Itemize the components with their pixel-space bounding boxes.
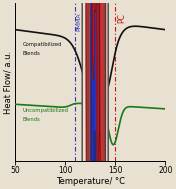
Circle shape — [88, 0, 108, 189]
Polygon shape — [97, 0, 106, 189]
Text: Uncompatibilized: Uncompatibilized — [22, 108, 68, 113]
Text: Blends: Blends — [22, 51, 40, 56]
Circle shape — [82, 0, 104, 189]
Text: Compatibilized: Compatibilized — [22, 42, 62, 46]
Y-axis label: Heat Flow/ a.u.: Heat Flow/ a.u. — [4, 50, 12, 114]
Text: PC: PC — [117, 13, 126, 22]
X-axis label: Temperature/ °C: Temperature/ °C — [56, 177, 125, 186]
Polygon shape — [98, 130, 103, 189]
Polygon shape — [86, 0, 95, 189]
Text: Blends: Blends — [22, 118, 40, 122]
Polygon shape — [92, 0, 97, 80]
Text: PMMA: PMMA — [77, 13, 82, 31]
Polygon shape — [91, 0, 100, 189]
Polygon shape — [94, 130, 99, 189]
Polygon shape — [91, 0, 100, 189]
